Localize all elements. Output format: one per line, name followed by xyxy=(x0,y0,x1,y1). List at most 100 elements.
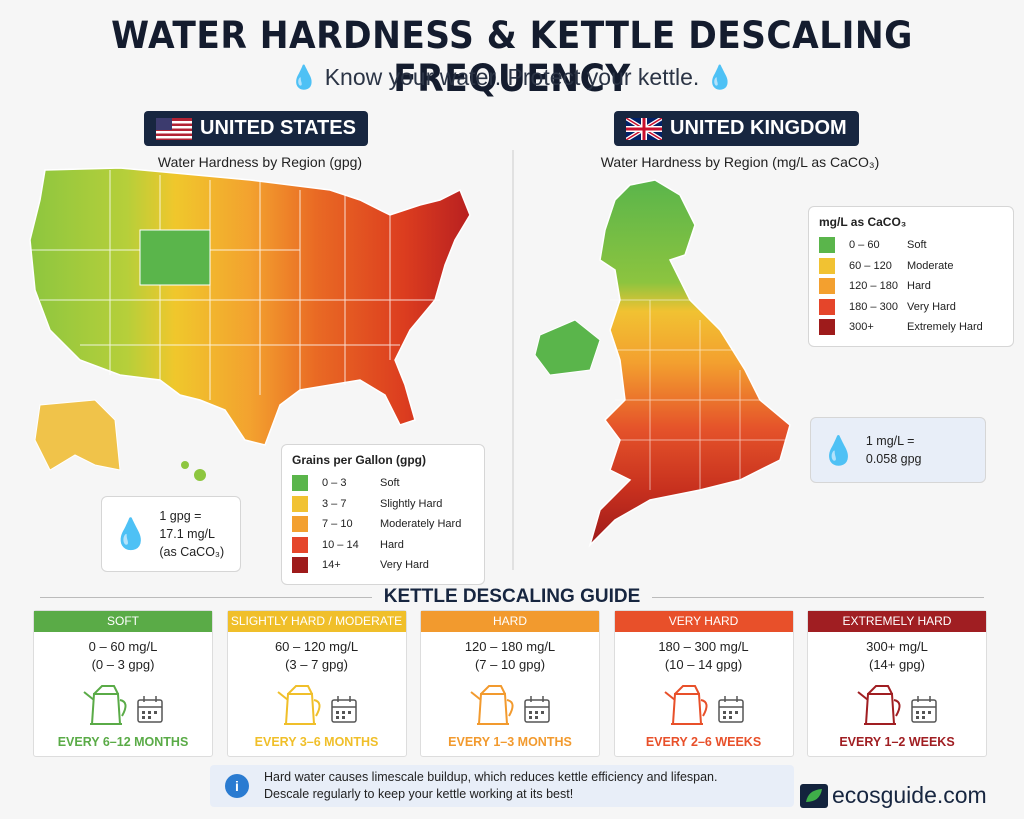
legend-row: 300+ Extremely Hard xyxy=(819,317,1003,338)
svg-text:i: i xyxy=(235,778,239,794)
card-gpg: (14+ gpg) xyxy=(868,657,925,672)
card-heading: SOFT xyxy=(34,611,212,632)
conversion-text: 1 gpg = 17.1 mg/L (as CaCO₃) xyxy=(159,507,224,561)
legend-label: Hard xyxy=(380,538,404,551)
legend-title: mg/L as CaCO₃ xyxy=(819,215,907,229)
card-mg: 0 – 60 mg/L xyxy=(88,639,158,654)
kettle-icon xyxy=(276,685,357,725)
card-heading: HARD xyxy=(421,611,599,632)
kettle-icon xyxy=(83,685,163,725)
conversion-line: 1 gpg = xyxy=(159,509,202,523)
legend-row: 10 – 14 Hard xyxy=(292,535,474,556)
card-heading: EXTREMELY HARD xyxy=(808,611,986,632)
legend-row: 3 – 7 Slightly Hard xyxy=(292,494,474,515)
subtitle: 💧 Know your water. Protect your kettle. … xyxy=(289,64,735,90)
card-icons xyxy=(615,680,793,733)
us-badge: UNITED STATES xyxy=(144,111,368,146)
card-mg: 180 – 300 mg/L xyxy=(658,639,749,654)
guide-heading: KETTLE DESCALING GUIDE xyxy=(40,586,985,608)
uk-map-title: Water Hardness by Region (mg/L as CaCO₃) xyxy=(600,154,880,170)
card-frequency: EVERY 3–6 MONTHS xyxy=(254,735,379,749)
kettle-icon xyxy=(857,685,937,725)
legend-row: 7 – 10 Moderately Hard xyxy=(292,514,474,535)
legend-range: 60 – 120 xyxy=(849,259,892,272)
ireland xyxy=(534,319,601,376)
legend-swatch xyxy=(819,237,835,254)
subtitle-text: Know your water. Protect your kettle. xyxy=(324,64,700,90)
legend-label: Soft xyxy=(907,239,927,252)
card-mg: 300+ mg/L xyxy=(866,639,928,654)
hawaii xyxy=(194,469,206,481)
legend-label: Very Hard xyxy=(907,300,956,313)
us-legend: Grains per Gallon (gpg) 0 – 3 Soft 3 – 7 Sli… xyxy=(281,444,485,585)
conversion-text: 1 mg/L = 0.058 gpg xyxy=(866,432,922,468)
legend-range: 300+ xyxy=(849,321,874,334)
us-map-title: Water Hardness by Region (gpg) xyxy=(157,154,363,170)
card-gpg: (3 – 7 gpg) xyxy=(285,657,348,672)
legend-range: 0 – 3 xyxy=(322,477,347,490)
legend-swatch xyxy=(292,536,308,553)
uk-map xyxy=(588,179,791,548)
card-icons xyxy=(808,680,986,733)
info-icon: i xyxy=(225,774,249,798)
legend-label: Soft xyxy=(380,477,400,490)
card-frequency: EVERY 1–2 WEEKS xyxy=(839,735,955,749)
legend-row: 60 – 120 Moderate xyxy=(819,256,1003,277)
card-frequency: EVERY 6–12 MONTHS xyxy=(57,735,189,749)
guide-card: EXTREMELY HARD 300+ mg/L (14+ gpg) EVERY 1–… xyxy=(807,610,987,757)
us-flag xyxy=(156,117,192,140)
legend-range: 7 – 10 xyxy=(322,518,353,531)
legend-range: 180 – 300 xyxy=(849,300,898,313)
legend-range: 3 – 7 xyxy=(322,497,347,510)
guide-card: HARD 120 – 180 mg/L (7 – 10 gpg) EVERY 1–3 … xyxy=(420,610,600,757)
guide-card: VERY HARD 180 – 300 mg/L (10 – 14 gpg) EVER… xyxy=(613,610,794,757)
guide-card: SLIGHTLY HARD / MODERATE 60 – 120 mg/L (3 … xyxy=(226,610,407,757)
title: WATER HARDNESS & KETTLE DESCALING FREQUE… xyxy=(111,14,913,100)
card-mg: 60 – 120 mg/L xyxy=(274,639,359,654)
alaska xyxy=(34,399,121,471)
legend-range: 120 – 180 xyxy=(849,280,898,293)
legend-swatch xyxy=(292,495,308,512)
card-icons xyxy=(421,680,599,733)
legend-swatch xyxy=(292,475,308,492)
kettle-icon xyxy=(470,685,550,725)
legend-swatch xyxy=(819,319,835,336)
card-mg: 120 – 180 mg/L xyxy=(464,639,556,654)
legend-swatch xyxy=(819,257,835,274)
legend-swatch xyxy=(819,278,835,295)
note-line: Descale regularly to keep your kettle wo… xyxy=(264,787,574,801)
legend-row: 14+ Very Hard xyxy=(292,555,474,576)
conversion-line: 0.058 gpg xyxy=(865,452,922,466)
legend-title: Grains per Gallon (gpg) xyxy=(292,453,427,467)
us-conversion: 💧 1 gpg = 17.1 mg/L (as CaCO₃) xyxy=(101,496,241,572)
note-line: Hard water causes limescale buildup, whi… xyxy=(264,770,718,784)
uk-conversion: 💧 1 mg/L = 0.058 gpg xyxy=(810,417,986,483)
legend-label: Extremely Hard xyxy=(907,321,983,334)
us-badge-text: UNITED STATES xyxy=(200,117,356,139)
card-gpg: (10 – 14 gpg) xyxy=(664,657,743,672)
uk-legend: mg/L as CaCO₃ 0 – 60 Soft 60 – 120 Moderate 1… xyxy=(808,206,1014,347)
brand-logo xyxy=(800,783,828,808)
card-gpg: (0 – 3 gpg) xyxy=(91,657,155,672)
legend-range: 0 – 60 xyxy=(849,239,880,252)
us-region xyxy=(139,229,211,286)
note: i Hard water causes limescale buildup, w… xyxy=(210,765,794,807)
legend-label: Slightly Hard xyxy=(380,497,443,510)
legend-label: Moderate xyxy=(907,259,954,272)
legend-swatch xyxy=(292,557,308,574)
legend-label: Hard xyxy=(907,280,931,293)
legend-row: 0 – 3 Soft xyxy=(292,473,474,494)
legend-row: 120 – 180 Hard xyxy=(819,276,1003,297)
card-gpg: (7 – 10 gpg) xyxy=(474,657,546,672)
card-heading: VERY HARD xyxy=(614,611,793,632)
card-icons xyxy=(34,680,212,733)
conversion-line: 17.1 mg/L xyxy=(159,527,215,541)
brand: ecosguide.com xyxy=(800,782,987,809)
uk-badge: UNITED KINGDOM xyxy=(614,111,859,146)
conversion-line: (as CaCO₃) xyxy=(159,545,225,559)
legend-swatch xyxy=(292,516,308,533)
uk-flag xyxy=(626,117,662,140)
guide-title: KETTLE DESCALING GUIDE xyxy=(383,586,641,607)
brand-text: ecosguide.com xyxy=(832,782,987,808)
legend-row: 180 – 300 Very Hard xyxy=(819,297,1003,318)
